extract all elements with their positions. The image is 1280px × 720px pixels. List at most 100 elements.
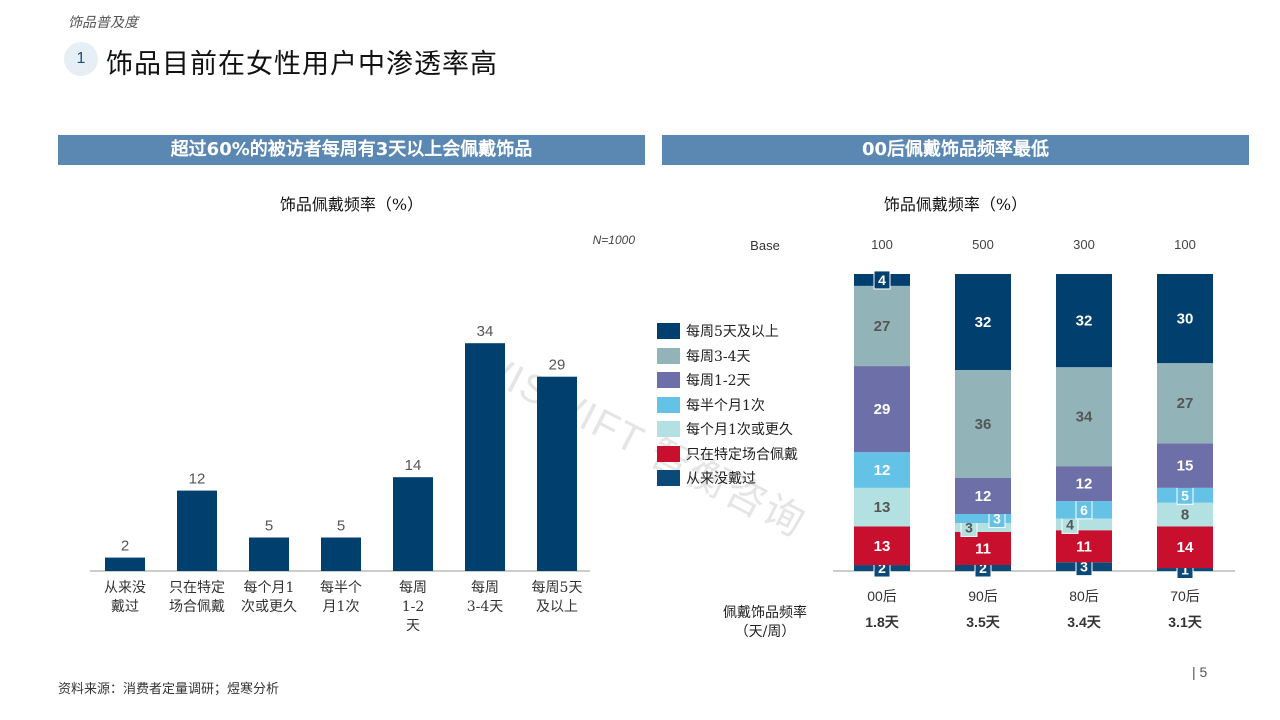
section-number-badge: 1: [64, 42, 98, 76]
stacked-segment: [1056, 466, 1112, 502]
base-count-label: 100: [1174, 237, 1196, 252]
stacked-segment: [854, 487, 910, 527]
section-label: 饰品普及度: [68, 15, 138, 31]
legend-label: 只在特定场合佩戴: [686, 446, 798, 463]
stacked-value-label: 2: [878, 560, 886, 576]
frequency-value: 3.5天: [966, 614, 1000, 630]
stacked-segment: [1157, 274, 1213, 364]
legend-label: 每周5天及以上: [686, 324, 779, 340]
stacked-value-label: 6: [1080, 502, 1088, 518]
left-bar-value-label: 2: [121, 538, 129, 555]
legend-swatch: [657, 372, 680, 388]
left-category-label: 每周5天: [532, 580, 583, 596]
left-bar: [393, 477, 433, 571]
stacked-segment: [854, 366, 910, 453]
right-category-label: 70后: [1170, 588, 1200, 604]
stacked-segment: [955, 532, 1011, 565]
stacked-value-label: 12: [874, 462, 891, 479]
legend-label: 每周3-4天: [686, 348, 751, 365]
stacked-value-label: 13: [874, 499, 891, 516]
base-row-label: Base: [750, 238, 780, 253]
stacked-value-label: 11: [1076, 538, 1092, 555]
left-category-label: 每周: [399, 580, 427, 596]
legend-swatch: [657, 347, 680, 364]
stacked-value-label: 8: [1181, 507, 1189, 524]
stacked-value-label: 3: [993, 511, 1001, 527]
stacked-value-label: 5: [1181, 487, 1189, 503]
left-category-label: 戴过: [111, 599, 139, 615]
stacked-segment: [955, 274, 1011, 370]
base-count-label: 500: [972, 237, 994, 252]
left-bar: [465, 343, 505, 571]
left-chart-title: 饰品佩戴频率（%）: [279, 195, 424, 214]
stacked-value-label: 1: [1181, 562, 1189, 578]
legend-label: 从来没戴过: [686, 471, 756, 487]
left-bar-value-label: 14: [405, 457, 422, 474]
stacked-value-label: 27: [1177, 395, 1194, 412]
sample-size-note: N=1000: [592, 233, 635, 247]
stacked-segment: [1157, 526, 1213, 569]
stacked-value-label: 29: [874, 401, 891, 418]
frequency-label-line1: 佩戴饰品频率: [723, 605, 807, 621]
legend-swatch: [657, 445, 680, 462]
frequency-row-label: 佩戴饰品频率 （天/周）: [690, 604, 840, 642]
page-number: | 5: [1192, 664, 1208, 680]
stacked-value-label: 36: [975, 416, 992, 433]
stacked-value-label: 32: [1076, 313, 1093, 330]
stacked-segment: [955, 523, 1011, 532]
left-category-label: 只在特定: [169, 580, 225, 596]
left-category-label: 场合佩戴: [169, 599, 225, 615]
stacked-segment: [1056, 530, 1112, 563]
stacked-value-label: 11: [975, 541, 991, 558]
base-count-label: 100: [871, 237, 893, 252]
right-chart-title: 饰品佩戴频率（%）: [883, 195, 1028, 214]
stacked-segment: [854, 452, 910, 488]
left-bar-value-label: 29: [549, 357, 566, 374]
source-note: 资料来源：消费者定量调研；煜寒分析: [58, 682, 280, 697]
left-bar: [105, 557, 145, 571]
left-category-label: 1-2: [402, 599, 425, 615]
stacked-value-label: 12: [1076, 476, 1093, 493]
left-bar: [177, 490, 217, 571]
stacked-value-label: 3: [965, 520, 973, 536]
frequency-value: 3.1天: [1168, 614, 1202, 630]
stacked-value-label: 14: [1177, 539, 1194, 556]
stacked-value-label: 2: [979, 560, 987, 576]
left-banner: 超过60%的被访者每周有3天以上会佩戴饰品: [58, 135, 645, 165]
legend-label: 每半个月1次: [686, 397, 765, 414]
page-title: 饰品目前在女性用户中渗透率高: [106, 49, 498, 80]
left-category-label: 每个月1: [244, 580, 295, 596]
stacked-segment: [1056, 274, 1112, 368]
right-category-label: 90后: [968, 588, 998, 604]
frequency-value: 3.4天: [1067, 614, 1101, 630]
stacked-value-label: 13: [874, 538, 891, 555]
stacked-value-label: 27: [874, 318, 891, 335]
left-bar: [249, 537, 289, 571]
stacked-value-label: 32: [975, 314, 992, 331]
stacked-segment: [1157, 443, 1213, 488]
left-bar-value-label: 5: [265, 518, 273, 535]
left-category-label: 天: [406, 618, 420, 634]
stacked-value-label: 15: [1177, 458, 1194, 475]
stacked-segment: [1157, 502, 1213, 527]
stacked-value-label: 12: [975, 488, 992, 505]
left-category-label: 每周: [471, 580, 499, 596]
stacked-value-label: 4: [878, 272, 886, 288]
right-banner: 00后佩戴饰品频率最低: [662, 135, 1249, 165]
left-category-label: 每半个: [320, 580, 362, 596]
legend-swatch: [657, 396, 680, 413]
legend-swatch: [657, 421, 680, 437]
stacked-segment: [1056, 518, 1112, 531]
left-bar: [537, 376, 577, 571]
base-count-label: 300: [1073, 237, 1095, 252]
legend-swatch: [657, 323, 680, 339]
stacked-value-label: 4: [1066, 516, 1074, 532]
left-category-label: 3-4天: [467, 599, 504, 615]
stacked-segment: [854, 285, 910, 367]
stacked-segment: [955, 514, 1011, 523]
stacked-value-label: 30: [1177, 311, 1194, 328]
frequency-value: 1.8天: [865, 614, 899, 630]
frequency-label-line2: （天/周）: [734, 624, 796, 640]
stacked-value-label: 3: [1080, 559, 1088, 575]
